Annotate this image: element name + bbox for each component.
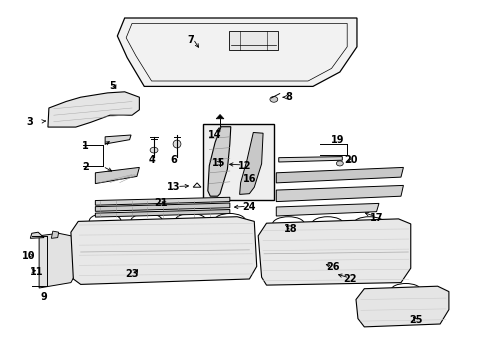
Text: 1: 1 — [82, 141, 89, 151]
Polygon shape — [105, 135, 131, 144]
Circle shape — [120, 101, 129, 108]
Bar — [228, 31, 277, 50]
Circle shape — [269, 96, 277, 102]
Polygon shape — [95, 210, 229, 217]
Polygon shape — [239, 132, 263, 194]
Polygon shape — [95, 167, 139, 184]
Polygon shape — [216, 114, 224, 119]
Text: 25: 25 — [408, 315, 422, 325]
Circle shape — [277, 224, 284, 229]
Text: 22: 22 — [342, 274, 356, 284]
Text: 9: 9 — [41, 292, 47, 302]
Text: 12: 12 — [237, 161, 251, 171]
Polygon shape — [95, 203, 229, 211]
Text: 13: 13 — [166, 182, 180, 192]
Polygon shape — [278, 157, 342, 162]
Circle shape — [150, 147, 158, 153]
Polygon shape — [355, 286, 448, 327]
Text: 4: 4 — [148, 155, 155, 165]
Polygon shape — [276, 167, 403, 183]
Polygon shape — [117, 18, 356, 86]
Text: 6: 6 — [170, 155, 177, 165]
Polygon shape — [258, 219, 410, 285]
Polygon shape — [39, 233, 81, 288]
Polygon shape — [71, 217, 256, 284]
Ellipse shape — [173, 140, 181, 148]
Polygon shape — [51, 231, 59, 238]
Text: 17: 17 — [369, 213, 383, 223]
Polygon shape — [216, 156, 224, 160]
Text: 5: 5 — [109, 81, 116, 91]
Polygon shape — [30, 232, 44, 238]
Polygon shape — [207, 127, 230, 196]
Text: 20: 20 — [344, 155, 357, 165]
Text: 24: 24 — [242, 202, 256, 212]
Text: 7: 7 — [187, 35, 194, 45]
Text: 18: 18 — [284, 224, 297, 234]
Text: 26: 26 — [325, 262, 339, 272]
Circle shape — [336, 161, 343, 166]
Text: 19: 19 — [330, 135, 344, 145]
Text: 23: 23 — [125, 269, 139, 279]
Text: 3: 3 — [26, 117, 33, 127]
Bar — [203, 124, 273, 200]
Text: 14: 14 — [208, 130, 222, 140]
Text: 15: 15 — [212, 158, 225, 168]
Polygon shape — [276, 185, 403, 202]
Text: 11: 11 — [30, 267, 43, 277]
Text: 16: 16 — [242, 174, 256, 184]
Text: 21: 21 — [154, 198, 168, 208]
Polygon shape — [276, 203, 378, 216]
Text: 2: 2 — [82, 162, 89, 172]
Text: 8: 8 — [285, 92, 291, 102]
Text: 10: 10 — [21, 251, 35, 261]
Polygon shape — [95, 197, 229, 205]
Polygon shape — [48, 92, 139, 127]
